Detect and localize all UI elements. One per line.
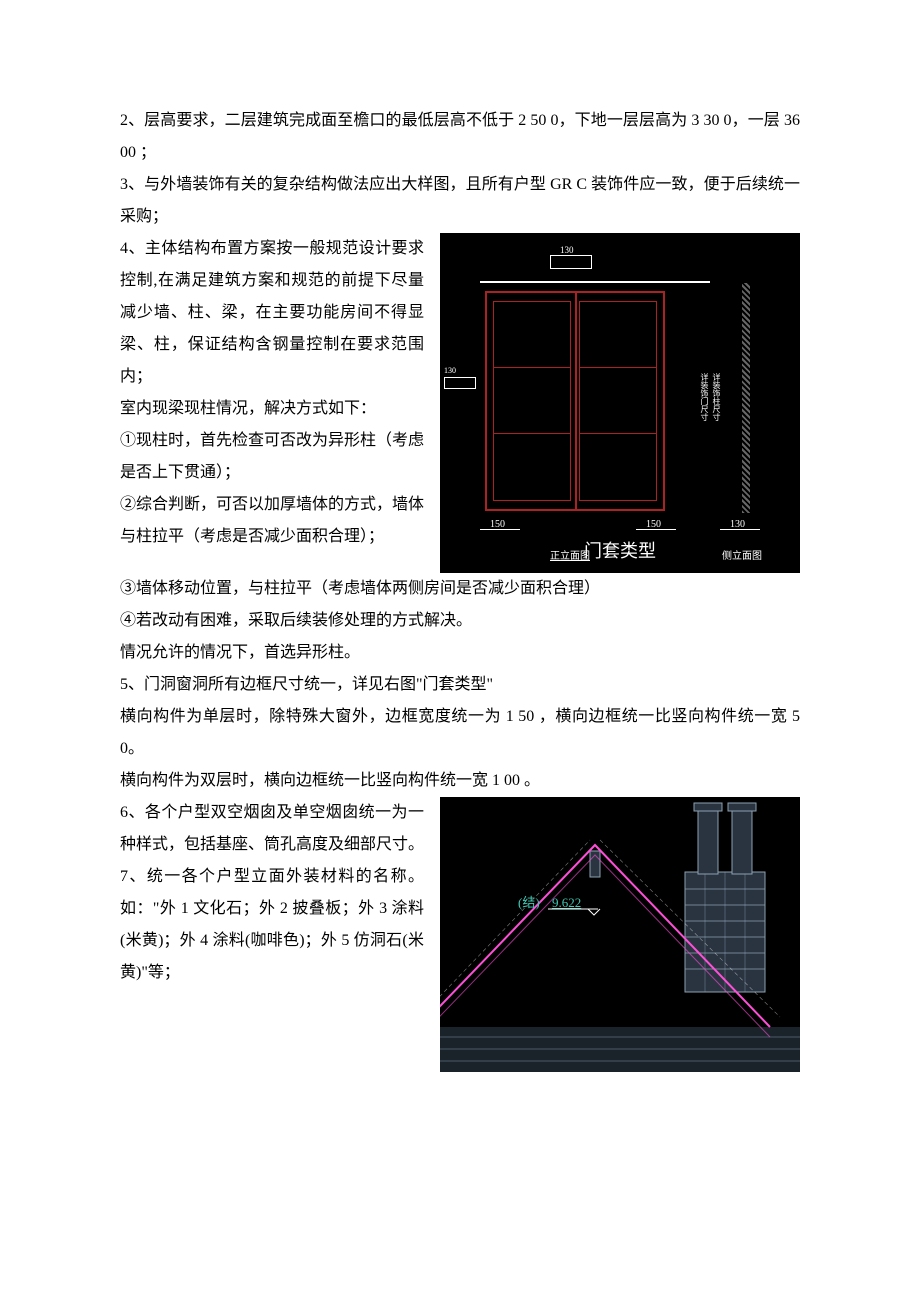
chimney-group (685, 803, 765, 992)
para-6: 6、各个户型双空烟囱及单空烟囱统一为一种样式，包括基座、筒孔高度及细部尺寸。 (120, 797, 424, 861)
para-7: 7、统一各个户型立面外装材料的名称。如："外 1 文化石；外 2 披叠板；外 3… (120, 861, 424, 989)
roof-svg: (结) 9.622 (440, 797, 800, 1072)
figure-column-door: 130 130 (440, 233, 800, 573)
frame-vertical-divider (575, 293, 577, 509)
bottom-dimensions: 150 150 130 (480, 515, 760, 533)
para-4b: 室内现梁现柱情况，解决方式如下： (120, 393, 424, 425)
dim-arrow (636, 529, 676, 530)
dim-top-box (550, 255, 592, 269)
para-5a: 5、门洞窗洞所有边框尺寸统一，详见右图"门套类型" (120, 669, 800, 701)
side-label-b: 详装饰柱尺寸 (708, 373, 724, 421)
brick-wall (440, 1027, 800, 1072)
roof-chimney-figure: (结) 9.622 (440, 797, 800, 1072)
para-4g: 情况允许的情况下，首选异形柱。 (120, 637, 800, 669)
section-with-roof-figure: 6、各个户型双空烟囱及单空烟囱统一为一种样式，包括基座、筒孔高度及细部尺寸。 7… (120, 797, 800, 1072)
para-4d: ②综合判断，可否以加厚墙体的方式，墙体与柱拉平（考虑是否减少面积合理）； (120, 489, 424, 553)
document-page: 2、层高要求，二层建筑完成面至檐口的最低层高不低于 2 50 0，下地一层层高为… (0, 0, 920, 1302)
para-2: 2、层高要求，二层建筑完成面至檐口的最低层高不低于 2 50 0，下地一层层高为… (120, 105, 800, 169)
text-column: 4、主体结构布置方案按一般规范设计要求控制,在满足建筑方案和规范的前提下尽量减少… (120, 233, 424, 553)
elev-label-text: (结) (518, 895, 540, 910)
pane-hbar (580, 433, 656, 434)
text-column-lower: 6、各个户型双空烟囱及单空烟囱统一为一种样式，包括基座、筒孔高度及细部尺寸。 7… (120, 797, 424, 989)
para-3: 3、与外墙装饰有关的复杂结构做法应出大样图，且所有户型 GR C 装饰件应一致，… (120, 169, 800, 233)
dim-left-box (444, 377, 476, 389)
pane-left (493, 301, 571, 501)
figure-column-roof: (结) 9.622 (440, 797, 800, 1072)
para-4a: 4、主体结构布置方案按一般规范设计要求控制,在满足建筑方案和规范的前提下尽量减少… (120, 233, 424, 393)
dim-b2: 150 (646, 515, 661, 535)
dim-b1: 150 (490, 515, 505, 535)
hatched-column (742, 283, 750, 513)
section-mid: ③墙体移动位置，与柱拉平（考虑墙体两侧房间是否减少面积合理） ④若改动有困难，采… (120, 573, 800, 797)
para-4e: ③墙体移动位置，与柱拉平（考虑墙体两侧房间是否减少面积合理） (120, 573, 800, 605)
section-with-door-figure: 4、主体结构布置方案按一般规范设计要求控制,在满足建筑方案和规范的前提下尽量减少… (120, 233, 800, 573)
section-top: 2、层高要求，二层建筑完成面至檐口的最低层高不低于 2 50 0，下地一层层高为… (120, 105, 800, 233)
para-5b: 横向构件为单层时，除特殊大窗外，边框宽度统一为 1 50 ，横向边框统一比竖向构… (120, 701, 800, 765)
pane-hbar (580, 367, 656, 368)
para-4f: ④若改动有困难，采取后续装修处理的方式解决。 (120, 605, 800, 637)
elev-value-text: 9.622 (552, 895, 581, 910)
para-5c: 横向构件为双层时，横向边框统一比竖向构件统一宽 1 00 。 (120, 765, 800, 797)
pane-hbar (494, 433, 570, 434)
para-4c: ①现柱时，首先检查可否改为异形柱（考虑是否上下贯通）； (120, 425, 424, 489)
door-type-figure: 130 130 (440, 233, 800, 573)
side-column (720, 283, 750, 513)
dim-arrow (720, 529, 760, 530)
pane-hbar (494, 367, 570, 368)
top-rail (480, 281, 710, 283)
figure-title: 门套类型 (440, 533, 800, 569)
pane-right (579, 301, 657, 501)
dim-b3: 130 (730, 515, 745, 535)
door-frame (485, 291, 665, 511)
dim-arrow (480, 529, 520, 530)
